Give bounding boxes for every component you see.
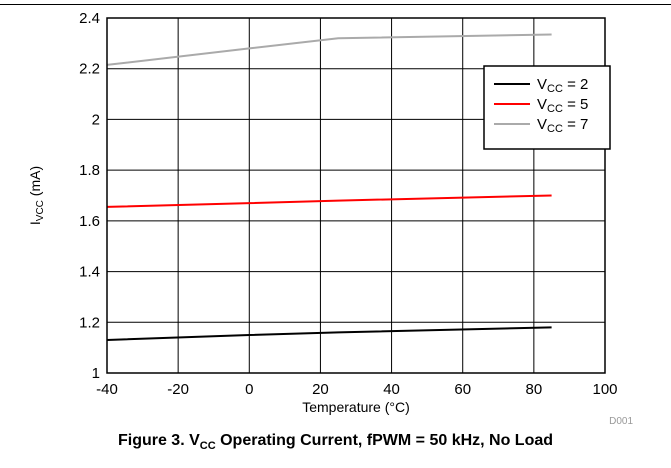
- x-tick-label: 60: [454, 381, 471, 398]
- x-tick-label: -20: [167, 381, 189, 398]
- series-line-vcc-5: [106, 194, 552, 208]
- x-tick-label: 100: [592, 381, 617, 398]
- legend-label-vcc-5: VCC = 5: [537, 96, 588, 115]
- grid: [106, 17, 606, 374]
- plot-frame: [106, 17, 606, 374]
- x-tick-label: 80: [526, 381, 543, 398]
- caption-suffix: Operating Current, fPWM = 50 kHz, No Loa…: [215, 432, 554, 449]
- series-line-vcc-2: [106, 326, 552, 341]
- series-lines: [106, 33, 552, 341]
- y-tick-label: 1.2: [79, 314, 100, 331]
- y-tick-label: 1.6: [79, 213, 100, 230]
- figure-caption: Figure 3. VCC Operating Current, fPWM = …: [0, 432, 671, 452]
- y-tick-label: 1.8: [79, 162, 100, 179]
- y-tick-labels: 1 1.2 1.4 1.6 1.8 2 2.2 2.4: [79, 10, 100, 382]
- y-tick-label: 2.2: [79, 61, 100, 78]
- legend-box: [483, 65, 611, 150]
- figure-id: D001: [609, 416, 633, 427]
- x-tick-label: 0: [245, 381, 253, 398]
- y-tick-label: 2.4: [79, 10, 100, 27]
- x-tick-label: -40: [96, 381, 118, 398]
- y-tick-label: 1: [92, 365, 100, 382]
- x-axis-title: Temperature (°C): [302, 399, 410, 415]
- y-tick-label: 2: [92, 111, 100, 128]
- series-line-vcc-7: [106, 33, 552, 66]
- y-axis-title: IVCC (mA): [27, 166, 46, 225]
- caption-prefix: Figure 3. V: [117, 432, 200, 449]
- legend-label-vcc-7: VCC = 7: [537, 116, 588, 135]
- x-tick-label: 20: [312, 381, 329, 398]
- x-tick-label: 40: [383, 381, 400, 398]
- caption-subscript: CC: [199, 440, 216, 453]
- top-rule: [0, 4, 671, 5]
- y-tick-label: 1.4: [79, 264, 100, 281]
- legend-label-vcc-2: VCC = 2: [537, 76, 588, 95]
- x-tick-labels: -40 -20 0 20 40 60 80 100: [96, 381, 617, 398]
- line-chart: -40 -20 0 20 40 60 80 100 11.21.41.61.822.22.4 …: [27, 10, 633, 427]
